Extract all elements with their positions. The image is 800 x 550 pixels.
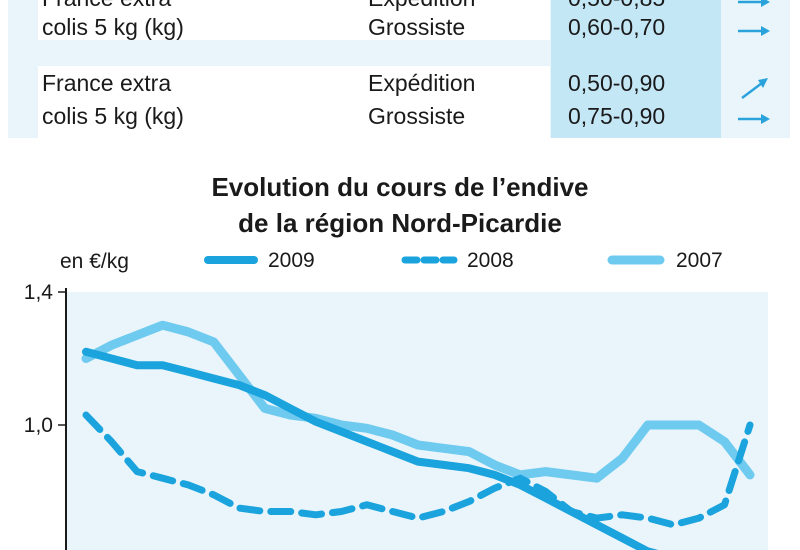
stage-label: Expédition bbox=[368, 70, 476, 96]
price-value: 0,60-0,70 bbox=[568, 14, 666, 40]
y-tick-label: 1,0 bbox=[24, 414, 53, 437]
arrow-right-icon bbox=[738, 26, 770, 36]
y-axis-label: en €/kg bbox=[60, 250, 129, 273]
price-value: 0,50-0,90 bbox=[568, 70, 666, 96]
product-label: France extra bbox=[42, 70, 172, 96]
chart-title-line: Evolution du cours de l’endive bbox=[211, 172, 589, 202]
legend-label-2007: 2007 bbox=[676, 249, 723, 272]
price-table bbox=[8, 0, 790, 138]
product-label: colis 5 kg (kg) bbox=[42, 14, 184, 40]
chart-title-line: de la région Nord-Picardie bbox=[238, 208, 562, 238]
y-tick-label: 1,4 bbox=[24, 281, 54, 304]
price-column-background bbox=[551, 0, 721, 138]
table-row-background bbox=[38, 66, 550, 138]
legend-label-2008: 2008 bbox=[467, 249, 514, 272]
arrow-right-icon bbox=[738, 0, 770, 7]
y-tick-label: 0,6 bbox=[24, 547, 53, 550]
stage-label: Grossiste bbox=[368, 103, 466, 129]
series-line-2008 bbox=[82, 411, 754, 529]
price-value: 0,50-0,85 bbox=[568, 0, 665, 13]
stage-label: Grossiste bbox=[368, 14, 466, 40]
product-label: colis 5 kg (kg) bbox=[42, 103, 184, 129]
arrow-right-icon bbox=[738, 114, 770, 124]
stage-label: Expédition bbox=[368, 0, 475, 13]
series-line-2007 bbox=[81, 320, 755, 483]
product-label: France extra bbox=[42, 0, 171, 13]
chart-canvas: 0,6 1,0 1,4 en €/kg 2009 2008 2007 bbox=[24, 249, 768, 550]
table-row-background bbox=[38, 0, 550, 40]
series-line-2009 bbox=[82, 347, 659, 550]
arrow-up-right-icon bbox=[741, 78, 768, 99]
price-chart: Evolution du cours de l’endive de la rég… bbox=[0, 152, 800, 550]
legend-label-2009: 2009 bbox=[268, 249, 315, 272]
price-value: 0,75-0,90 bbox=[568, 103, 666, 129]
